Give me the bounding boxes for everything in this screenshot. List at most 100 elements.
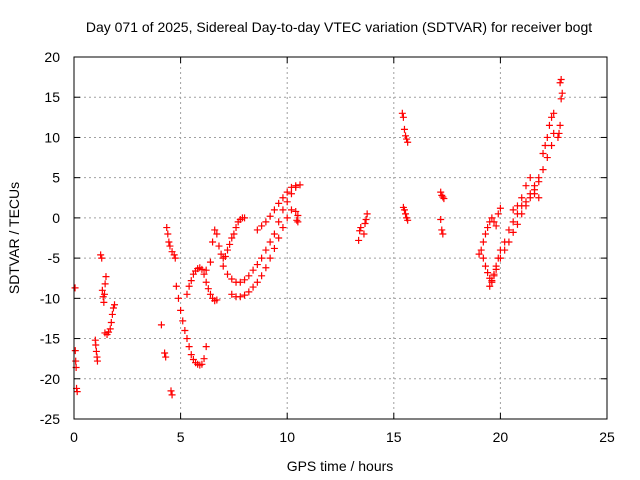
x-tick-label: 15	[386, 429, 402, 445]
data-point	[535, 178, 543, 186]
data-point	[535, 194, 543, 202]
data-point	[101, 280, 109, 288]
series-s11	[228, 206, 302, 301]
data-point	[211, 226, 219, 234]
data-point	[554, 133, 562, 141]
data-point	[292, 182, 300, 190]
data-point	[170, 251, 178, 259]
data-point	[481, 262, 489, 270]
data-point	[72, 357, 80, 365]
data-point	[198, 265, 206, 273]
data-point	[438, 226, 446, 234]
data-point	[162, 353, 170, 361]
data-point	[258, 254, 266, 262]
data-point	[174, 294, 182, 302]
data-point	[215, 242, 223, 250]
data-point	[287, 206, 295, 214]
data-point	[557, 95, 565, 103]
data-point	[202, 278, 210, 286]
data-point	[556, 79, 564, 87]
data-point	[100, 290, 108, 298]
data-point	[279, 194, 287, 202]
data-point	[477, 246, 485, 254]
data-point	[97, 251, 105, 259]
plot-frame	[73, 56, 608, 420]
y-tick-label: -20	[40, 371, 60, 387]
data-point	[526, 194, 534, 202]
data-point	[221, 253, 229, 261]
data-point	[177, 306, 185, 314]
data-point	[270, 244, 278, 252]
data-point	[283, 198, 291, 206]
data-point	[356, 227, 364, 235]
data-point	[102, 273, 110, 281]
series-s12	[253, 181, 304, 234]
data-point	[224, 246, 232, 254]
data-point	[355, 236, 363, 244]
data-point	[187, 277, 195, 285]
series-s20	[486, 178, 543, 290]
data-point	[439, 230, 447, 238]
data-point	[183, 335, 191, 343]
series-s21	[509, 174, 543, 214]
data-point	[226, 240, 234, 248]
series-s5	[157, 224, 179, 361]
data-point	[363, 210, 371, 218]
series-s3	[97, 251, 110, 306]
data-point	[403, 135, 411, 143]
series-s17	[437, 188, 448, 238]
series-s6	[167, 387, 176, 399]
data-point	[543, 154, 551, 162]
data-point	[106, 325, 114, 333]
data-point	[202, 266, 210, 274]
data-point	[230, 230, 238, 238]
data-point	[539, 150, 547, 158]
data-point	[270, 206, 278, 214]
data-point	[187, 351, 195, 359]
series-s13	[292, 207, 302, 226]
x-tick-label: 20	[493, 429, 509, 445]
data-point	[439, 193, 447, 201]
chart-title: Day 071 of 2025, Sidereal Day-to-day VTE…	[86, 19, 592, 35]
data-point	[266, 254, 274, 262]
data-point	[556, 121, 564, 129]
y-tick-label: 15	[44, 89, 60, 105]
data-point	[166, 242, 174, 250]
data-point	[92, 347, 100, 355]
data-point	[505, 238, 513, 246]
y-tick-label: -25	[40, 411, 60, 427]
data-point	[109, 304, 117, 312]
data-point	[505, 226, 513, 234]
data-point	[294, 218, 302, 226]
data-point	[357, 224, 365, 232]
data-point	[98, 286, 106, 294]
data-point	[522, 202, 530, 210]
data-point	[539, 166, 547, 174]
data-point	[398, 109, 406, 117]
data-point	[496, 254, 504, 262]
data-point	[241, 214, 249, 222]
series-s4	[101, 301, 119, 339]
data-point	[219, 262, 227, 270]
data-point	[275, 234, 283, 242]
data-point	[509, 228, 517, 236]
data-point	[213, 230, 221, 238]
series-s8	[183, 264, 221, 305]
data-point	[262, 246, 270, 254]
data-point	[165, 238, 173, 246]
data-point	[484, 224, 492, 232]
series-s9	[202, 214, 249, 274]
series-s15	[398, 109, 412, 146]
data-point	[266, 238, 274, 246]
data-point	[479, 238, 487, 246]
data-point	[262, 218, 270, 226]
data-point	[236, 278, 244, 286]
data-point	[245, 272, 253, 280]
data-point	[198, 360, 206, 368]
x-tick-label: 10	[279, 429, 295, 445]
data-point	[183, 290, 191, 298]
data-point	[400, 206, 408, 214]
data-point	[362, 215, 370, 223]
data-point	[550, 109, 558, 117]
data-point	[440, 195, 448, 203]
